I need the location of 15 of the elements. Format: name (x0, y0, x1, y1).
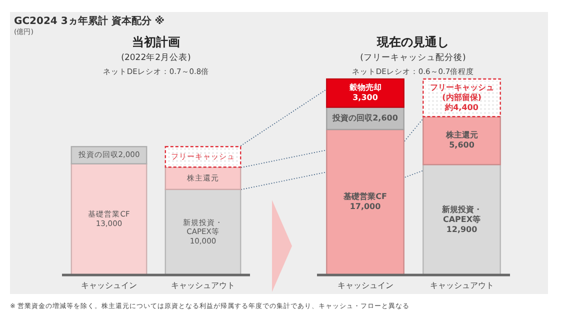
chart-title: 現在の見通し (376, 35, 449, 49)
data-label: 新規投資・ CAPEX等 12,900 (440, 204, 482, 234)
data-label: 基礎営業CF 17,000 (342, 192, 387, 212)
data-label: フリーキャッシュ (内部留保) 約4,400 (430, 83, 494, 112)
x-tick-label: キャッシュアウト (171, 281, 235, 290)
chart-subtitle: (フリーキャッシュ配分後) (360, 52, 466, 63)
chart-title: 当初計画 (132, 35, 180, 49)
x-tick-label: キャッシュアウト (430, 281, 494, 290)
x-tick-label: キャッシュイン (337, 281, 394, 290)
x-tick-label: キャッシュイン (81, 281, 137, 290)
chart-subtitle: (2022年2月公表) (121, 52, 191, 63)
data-label: 穀物売却 3,300 (348, 83, 382, 102)
data-label: 投資の回収2,600 (332, 114, 398, 123)
text: GC2024 3ヵ年累計 資本配分 ※ (14, 15, 165, 27)
data-label: 株主還元 5,600 (444, 130, 478, 150)
